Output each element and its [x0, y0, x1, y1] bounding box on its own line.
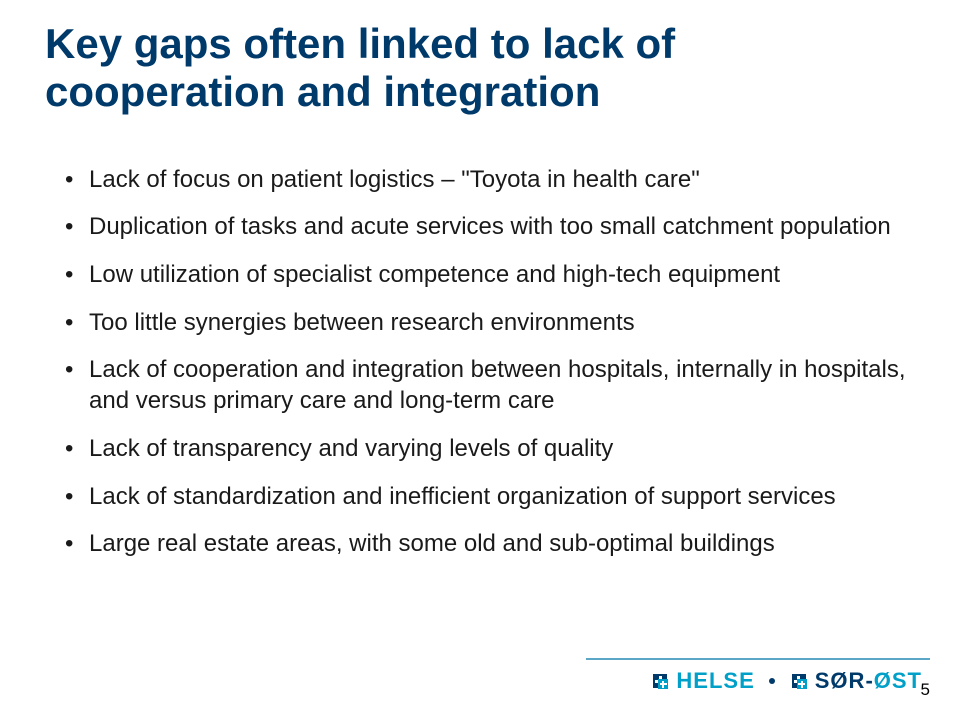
bullet-item: Large real estate areas, with some old a… [65, 529, 915, 560]
bullet-item: Too little synergies between research en… [65, 308, 915, 339]
logo-sor-text: SØR [815, 668, 866, 693]
logo-sorost: SØR-ØST [789, 668, 922, 694]
bullet-item: Lack of transparency and varying levels … [65, 434, 915, 465]
slide-title: Key gaps often linked to lack of coopera… [45, 20, 915, 117]
logo-separator-dot [769, 678, 775, 684]
bullet-item: Low utilization of specialist competence… [65, 260, 915, 291]
page-number: 5 [921, 680, 930, 700]
bullet-item: Duplication of tasks and acute services … [65, 212, 915, 243]
cross-icon [650, 671, 670, 691]
bullet-item: Lack of standardization and inefficient … [65, 482, 915, 513]
logo-ost-text: ØST [874, 668, 922, 693]
footer-divider [586, 658, 930, 660]
slide: Key gaps often linked to lack of coopera… [0, 0, 960, 706]
bullet-item: Lack of cooperation and integration betw… [65, 355, 915, 416]
bullet-list: Lack of focus on patient logistics – "To… [45, 165, 915, 560]
bullet-item: Lack of focus on patient logistics – "To… [65, 165, 915, 196]
cross-icon [789, 671, 809, 691]
logo-helse-text: HELSE [676, 668, 754, 694]
footer-logo: HELSE SØR-ØST [650, 668, 922, 694]
logo-helse: HELSE [650, 668, 754, 694]
